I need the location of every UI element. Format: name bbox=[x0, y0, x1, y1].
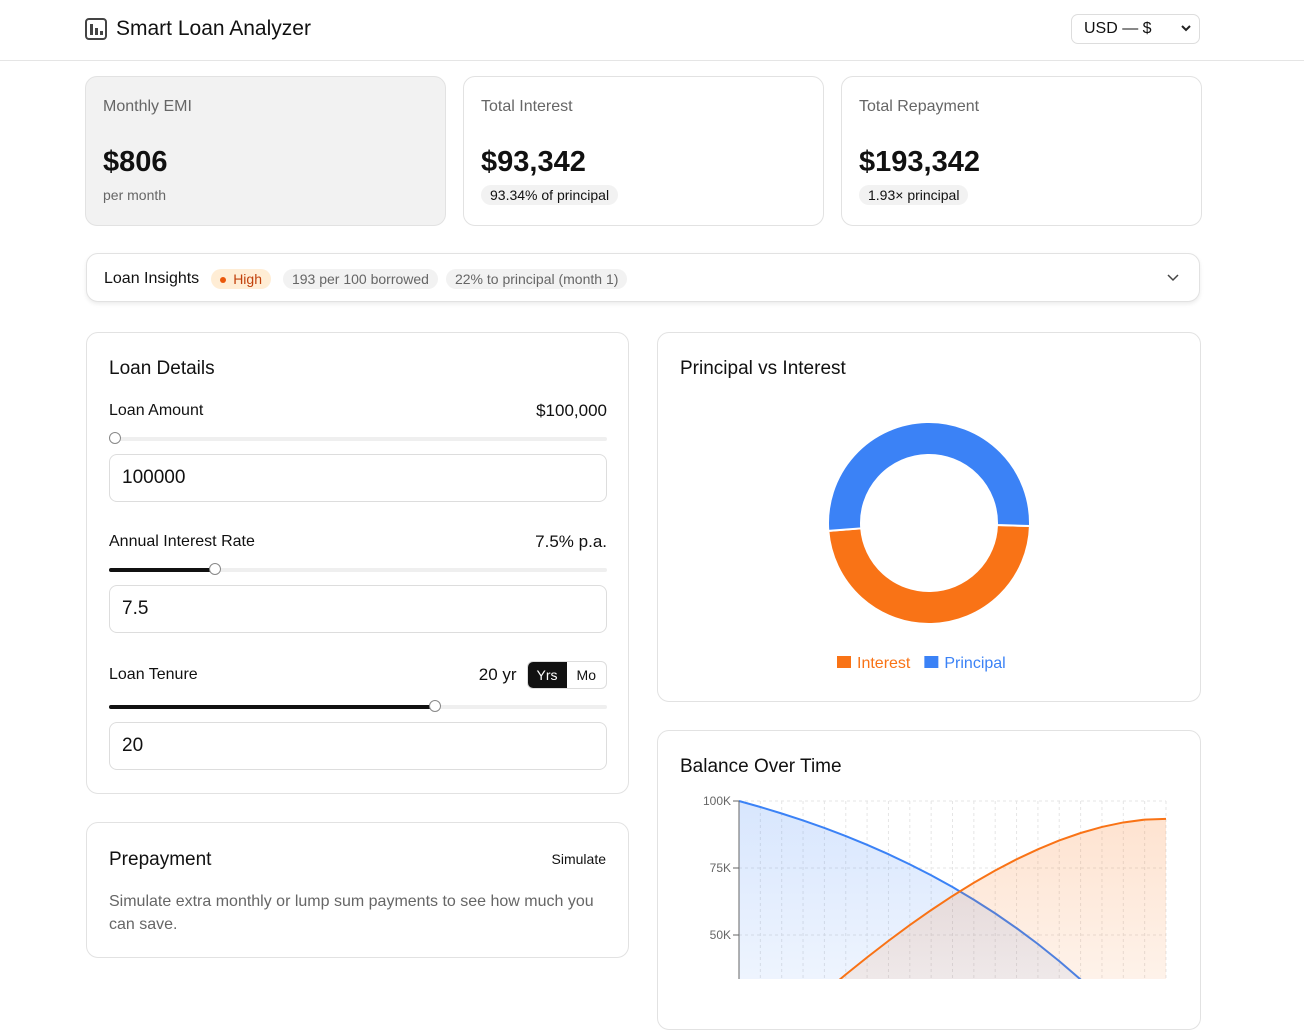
text-input[interactable]: 100000 bbox=[109, 454, 607, 502]
summary-card: Total Interest $93,342 93.34% of principal bbox=[463, 76, 824, 226]
card-title: Loan Details bbox=[109, 358, 215, 379]
header bbox=[0, 0, 1304, 61]
prepayment-card: Prepayment Simulate Simulate extra month… bbox=[86, 822, 629, 958]
logo bbox=[85, 18, 107, 40]
field-display: $100,000 bbox=[536, 401, 607, 420]
insights-title: Loan Insights bbox=[104, 270, 200, 287]
chevron bbox=[1181, 25, 1191, 32]
card-value: $193,342 bbox=[859, 146, 980, 178]
slider-thumb[interactable] bbox=[109, 432, 121, 444]
y-tick-label: 50K bbox=[710, 928, 731, 942]
legend-label: Principal bbox=[944, 655, 1005, 672]
field-row: Loan Amount $100,000 bbox=[109, 401, 607, 421]
prepayment-text: Simulate extra monthly or lump sum payme… bbox=[109, 893, 594, 933]
slider-thumb[interactable] bbox=[429, 700, 441, 712]
field-label: Loan Amount bbox=[109, 402, 204, 419]
card-label: Total Interest bbox=[481, 98, 573, 115]
insights-row: Loan Insights High 193 per 100 borrowed … bbox=[104, 269, 628, 289]
legend-label: Interest bbox=[857, 655, 911, 672]
card-title: Prepayment bbox=[109, 849, 212, 870]
text-input[interactable]: 7.5 bbox=[109, 585, 607, 633]
slider[interactable] bbox=[109, 432, 607, 444]
level-badge: High bbox=[211, 269, 271, 289]
slider[interactable] bbox=[109, 563, 607, 575]
legend-swatch bbox=[837, 656, 851, 668]
expand-icon bbox=[1167, 274, 1179, 282]
field-display: 20 yr bbox=[478, 665, 517, 684]
card-sub: per month bbox=[103, 187, 167, 203]
slider-fill bbox=[109, 705, 435, 709]
field-label: Annual Interest Rate bbox=[109, 533, 255, 550]
summary-card: Total Repayment $193,342 1.93× principal bbox=[841, 76, 1202, 226]
chart-title: Principal vs Interest bbox=[680, 358, 846, 379]
y-tick-label: 75K bbox=[710, 861, 731, 875]
text-input[interactable]: 20 bbox=[109, 722, 607, 770]
y-tick-label: 100K bbox=[703, 794, 731, 808]
chart-title: Balance Over Time bbox=[680, 756, 842, 777]
card-sub: 93.34% of principal bbox=[481, 185, 619, 205]
insight-chip: 193 per 100 borrowed bbox=[282, 269, 438, 289]
card-value: $93,342 bbox=[481, 146, 586, 178]
level-text: High bbox=[233, 271, 262, 287]
card-label: Total Repayment bbox=[859, 98, 980, 115]
donut-chart: Interest Principal bbox=[827, 421, 1031, 672]
card-value: $806 bbox=[103, 146, 168, 178]
unit-months[interactable]: Mo bbox=[576, 667, 596, 683]
currency-value: USD — $ bbox=[1084, 20, 1152, 37]
insights-bar[interactable]: Loan Insights High 193 per 100 borrowed … bbox=[86, 253, 1200, 302]
simulate-button[interactable]: Simulate bbox=[551, 851, 606, 867]
area-fill bbox=[840, 818, 1166, 979]
field-row: Loan Tenure 20 yr Yrs Mo bbox=[109, 661, 607, 689]
card-sub: 1.93× principal bbox=[859, 185, 969, 205]
loan-details-card: Loan Details Loan Amount $100,000 100000 … bbox=[86, 332, 629, 794]
unit-toggle: Yrs Mo bbox=[526, 661, 607, 689]
slider-fill bbox=[109, 568, 215, 572]
card-label: Monthly EMI bbox=[103, 98, 192, 115]
field-row: Annual Interest Rate 7.5% p.a. bbox=[109, 532, 607, 552]
field-display: 7.5% p.a. bbox=[535, 532, 607, 551]
summary-card: Monthly EMI $806 per month bbox=[85, 76, 446, 226]
series-line bbox=[738, 800, 1082, 979]
balance-chart: 50K 75K 100K bbox=[703, 794, 1167, 979]
currency-select[interactable]: USD — $ bbox=[1071, 14, 1200, 44]
unit-years[interactable]: Yrs bbox=[527, 662, 567, 688]
donut-slice bbox=[827, 524, 1031, 625]
series-line bbox=[838, 817, 1167, 979]
slider-thumb[interactable] bbox=[209, 563, 221, 575]
app-title: Smart Loan Analyzer bbox=[116, 17, 311, 40]
insight-chip: 22% to principal (month 1) bbox=[445, 269, 628, 289]
donut-slice bbox=[827, 421, 1031, 532]
slider[interactable] bbox=[109, 700, 607, 712]
balance-card: Balance Over Time 50K 75K 100K bbox=[657, 730, 1201, 1030]
legend-swatch bbox=[924, 656, 939, 668]
donut-card: Principal vs Interest Interest Principal bbox=[657, 332, 1201, 702]
field-label: Loan Tenure bbox=[109, 666, 198, 683]
